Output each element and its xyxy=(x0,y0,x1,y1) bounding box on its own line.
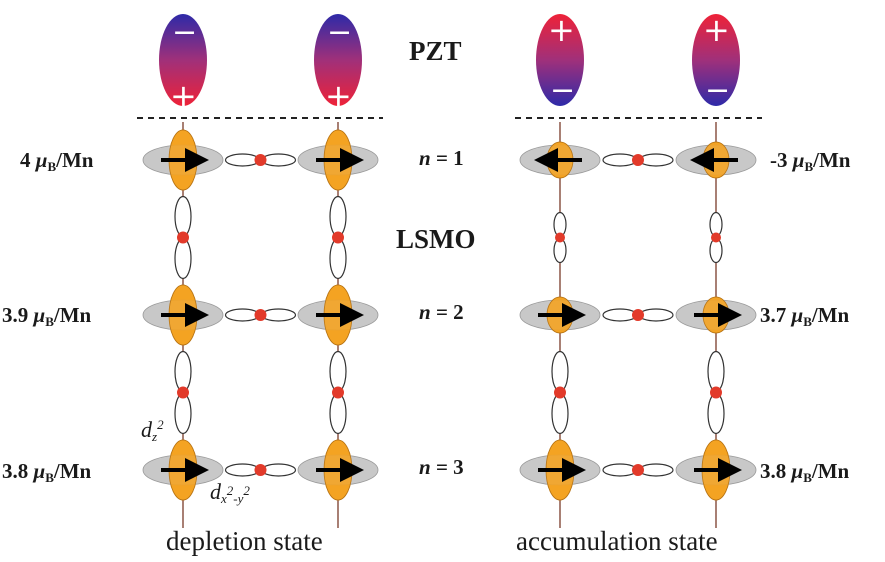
left-vbond-2-2-lobe-bottom xyxy=(329,392,347,435)
left-vbond-2-2-oxygen xyxy=(332,386,344,399)
dipole-left2-top-sign: − xyxy=(327,15,353,50)
right-hbond-3-lobe-right xyxy=(638,463,674,477)
left-vbond-2-2-lobe-top xyxy=(329,350,347,393)
left-hbond-3-oxygen xyxy=(254,464,267,476)
right-hbond-3-oxygen xyxy=(632,464,644,476)
right-moment-1: -3 μB/Mn xyxy=(770,148,851,174)
dipole-right2-bottom-sign: − xyxy=(705,73,731,108)
left-hbond-3-lobe-right xyxy=(260,463,297,477)
left-vbond-1-2-lobe-bottom xyxy=(174,392,192,435)
left-vbond-1-1-lobe-bottom xyxy=(174,237,192,280)
left-hbond-2-oxygen xyxy=(254,309,267,321)
orbital-label-dx2y2: dx2-y2 xyxy=(210,479,250,506)
right-vbond-1-2-lobe-top xyxy=(551,350,569,393)
left-vbond-2-1-lobe-bottom xyxy=(329,237,347,280)
right-vbond-2-2-oxygen xyxy=(710,386,722,399)
right-vbond-2-2-lobe-bottom xyxy=(707,392,725,435)
right-hbond-3-lobe-left xyxy=(602,463,638,477)
left-vbond-1-1-oxygen xyxy=(177,231,189,244)
left-vbond-1-2-lobe-top xyxy=(174,350,192,393)
left-hbond-1-lobe-left xyxy=(224,153,261,167)
right-hbond-2-oxygen xyxy=(632,309,644,321)
left-moment-1: 4 μB/Mn xyxy=(20,148,94,174)
layer-label-1: n = 1 xyxy=(419,146,464,170)
accumulation-state-label: accumulation state xyxy=(516,526,718,556)
dipole-left1-bottom-sign: + xyxy=(170,77,197,115)
dipole-left2-bottom-sign: + xyxy=(325,77,352,115)
right-moment-2: 3.7 μB/Mn xyxy=(760,303,850,329)
left-hbond-3-lobe-left xyxy=(224,463,261,477)
dipole-right-1 xyxy=(536,14,584,106)
dipole-right2-top-sign: + xyxy=(703,11,730,49)
left-hbond-2-lobe-left xyxy=(224,308,261,322)
right-vbond-1-2-lobe-bottom xyxy=(551,392,569,435)
right-hbond-1-lobe-right xyxy=(638,153,674,167)
dipole-left-2 xyxy=(314,14,362,106)
right-vbond-1-1-oxygen xyxy=(555,232,565,243)
right-vbond-1-2-oxygen xyxy=(554,386,566,399)
left-hbond-1-lobe-right xyxy=(260,153,297,167)
dipole-left-1 xyxy=(159,14,207,106)
left-hbond-1-oxygen xyxy=(254,154,267,166)
left-moment-2: 3.9 μB/Mn xyxy=(2,303,92,329)
layer-label-3: n = 3 xyxy=(419,455,464,479)
orbital-label-dz2: dz2 xyxy=(141,417,164,444)
lsmo-label: LSMO xyxy=(396,224,476,254)
right-hbond-1-lobe-left xyxy=(602,153,638,167)
right-vbond-2-2-lobe-top xyxy=(707,350,725,393)
left-vbond-2-1-lobe-top xyxy=(329,195,347,238)
dipole-right1-top-sign: + xyxy=(548,11,575,49)
left-vbond-1-2-oxygen xyxy=(177,386,189,399)
pzt-label: PZT xyxy=(409,36,462,66)
left-hbond-2-lobe-right xyxy=(260,308,297,322)
right-hbond-2-lobe-left xyxy=(602,308,638,322)
layer-label-2: n = 2 xyxy=(419,300,464,324)
right-vbond-2-1-oxygen xyxy=(711,232,721,243)
left-vbond-2-1-oxygen xyxy=(332,231,344,244)
right-moment-3: 3.8 μB/Mn xyxy=(760,459,850,485)
right-hbond-1-oxygen xyxy=(632,154,644,166)
left-vbond-1-1-lobe-top xyxy=(174,195,192,238)
left-moment-3: 3.8 μB/Mn xyxy=(2,459,92,485)
right-hbond-2-lobe-right xyxy=(638,308,674,322)
dipole-right-2 xyxy=(692,14,740,106)
depletion-state-label: depletion state xyxy=(166,526,323,556)
dipole-left1-top-sign: − xyxy=(172,15,198,50)
dipole-right1-bottom-sign: − xyxy=(550,73,576,108)
